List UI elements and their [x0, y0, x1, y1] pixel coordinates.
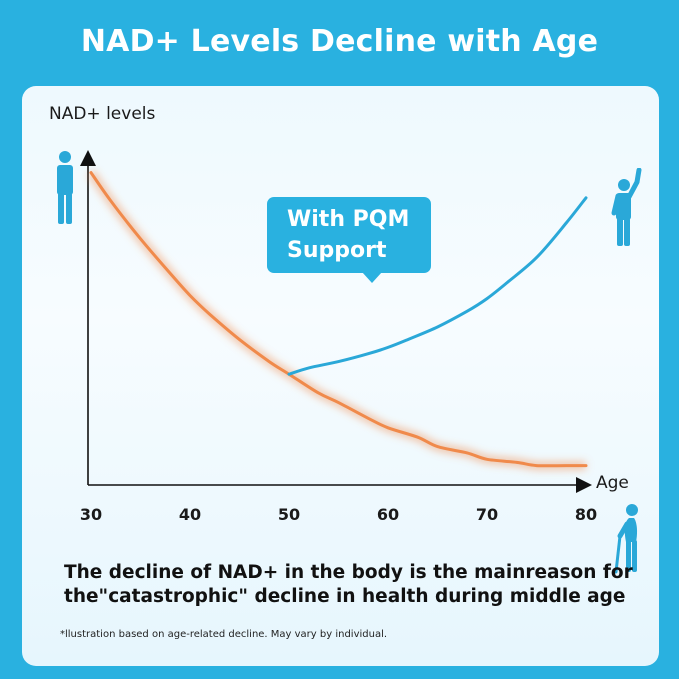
caption-text: The decline of NAD+ in the body is the m…	[64, 561, 644, 609]
decline-line	[89, 171, 588, 468]
callout-pointer	[362, 272, 382, 283]
y-axis-label: NAD+ levels	[49, 104, 156, 124]
waving-person-icon	[611, 168, 642, 246]
caption-line-1: The decline of NAD+ in the body is the m…	[64, 562, 633, 583]
x-tick-label: 30	[79, 505, 103, 524]
pqm-support-callout: With PQM Support	[267, 197, 431, 273]
x-tick-label: 80	[574, 505, 598, 524]
caption-line-2: the"catastrophic" decline in health duri…	[64, 586, 626, 607]
callout-line-1: With PQM	[287, 207, 410, 232]
with-support-line	[287, 196, 588, 376]
x-tick-label: 70	[475, 505, 499, 524]
elderly-person-with-cane-icon	[614, 504, 638, 574]
x-tick-label: 40	[178, 505, 202, 524]
footnote: *llustration based on age-related declin…	[60, 629, 388, 640]
page-title: NAD+ Levels Decline with Age	[80, 24, 599, 59]
x-axis-label: Age	[596, 473, 629, 493]
callout-line-2: Support	[287, 238, 387, 263]
chart-card	[22, 86, 659, 666]
x-tick-label: 60	[376, 505, 400, 524]
standing-person-icon	[57, 151, 73, 224]
x-tick-label: 50	[277, 505, 301, 524]
